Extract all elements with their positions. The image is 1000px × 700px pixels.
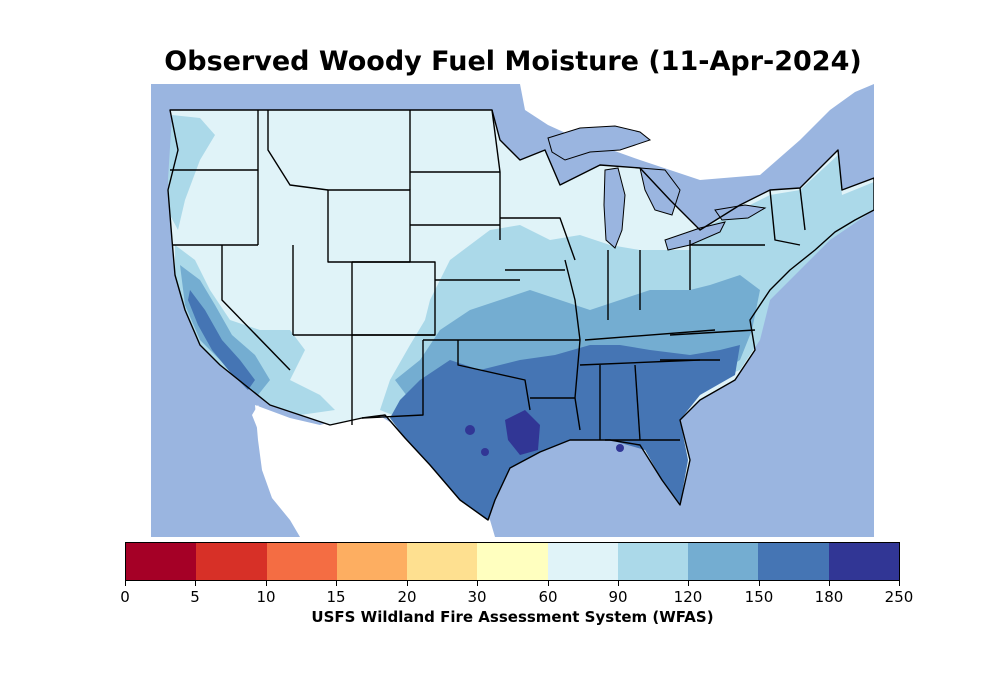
border-nm-tx xyxy=(361,340,424,419)
border-me xyxy=(799,187,806,231)
colorbar-bin xyxy=(547,543,618,580)
zone-180-250 xyxy=(505,410,540,455)
colorbar-bin xyxy=(126,543,197,580)
border-ca-nv xyxy=(221,245,291,371)
lake-michigan xyxy=(603,167,626,249)
colorbar-tick xyxy=(618,581,619,586)
colorbar-tick-label: 90 xyxy=(608,588,628,606)
colorbar-tick-label: 250 xyxy=(884,588,914,606)
mexico-land xyxy=(255,405,495,537)
colorbar-bin xyxy=(828,543,899,580)
border-tn-south xyxy=(579,359,701,366)
canada-land xyxy=(160,84,874,180)
colorbar-tick-label: 15 xyxy=(326,588,346,606)
colorbar-tick xyxy=(899,581,900,586)
colorbar-tick xyxy=(477,581,478,586)
colorbar-tick xyxy=(125,581,126,586)
border-new-england xyxy=(769,189,801,246)
zone-180-250-spot xyxy=(481,448,489,456)
zone-120-150-california xyxy=(180,265,270,395)
colorbar-tick-label: 180 xyxy=(814,588,844,606)
colorbar-bin xyxy=(336,543,408,580)
border-ok-tx xyxy=(457,340,531,411)
border-mn-wi-ia xyxy=(500,217,576,261)
map-title: Observed Woody Fuel Moisture (11-Apr-202… xyxy=(164,46,862,77)
colorbar-tick xyxy=(688,581,689,586)
colorbar-bin xyxy=(196,543,267,580)
colorbar-tick xyxy=(336,581,337,586)
colorbar-tick-label: 60 xyxy=(538,588,558,606)
map-panel xyxy=(151,84,874,537)
colorbar-tick xyxy=(759,581,760,586)
colorbar-bin xyxy=(688,543,759,580)
border-id-mt xyxy=(267,110,329,191)
zone-90-120-pnw xyxy=(168,115,215,230)
colorbar xyxy=(125,542,900,581)
colorbar-tick-label: 120 xyxy=(673,588,703,606)
border-va-nc xyxy=(669,329,756,336)
colorbar-tick xyxy=(548,581,549,586)
map-svg xyxy=(151,84,874,537)
colorbar-bin xyxy=(407,543,478,580)
colorbar-tick-label: 30 xyxy=(467,588,487,606)
state-borders xyxy=(167,109,874,521)
colorbar-tick-label: 5 xyxy=(190,588,200,606)
zone-150-180 xyxy=(390,345,740,520)
colorbar-bin xyxy=(477,543,548,580)
colorbar-tick-label: 150 xyxy=(744,588,774,606)
border-ms-river xyxy=(564,259,581,431)
baja-peninsula xyxy=(252,405,330,537)
border-al-ga xyxy=(634,364,641,441)
lake-erie xyxy=(664,221,726,251)
lake-superior xyxy=(547,125,652,161)
colorbar-tick-label: 0 xyxy=(120,588,130,606)
colorbar-tick xyxy=(266,581,267,586)
zone-150-180-california xyxy=(188,290,255,390)
lake-huron xyxy=(639,167,681,216)
colorbar-tick xyxy=(829,581,830,586)
border-ky-tn xyxy=(584,329,716,341)
lake-ontario xyxy=(714,204,767,221)
zone-90-120-west-coast xyxy=(175,245,335,415)
colorbar-bin xyxy=(617,543,689,580)
colorbar-tick xyxy=(195,581,196,586)
conus-outline xyxy=(167,109,874,521)
zone-180-250-spot xyxy=(465,425,475,435)
colorbar-tick xyxy=(407,581,408,586)
colorbar-tick-label: 10 xyxy=(256,588,276,606)
colorbar-caption: USFS Wildland Fire Assessment System (WF… xyxy=(311,608,714,626)
colorbar-bin xyxy=(758,543,829,580)
zone-180-250-spot xyxy=(616,444,624,452)
colorbar-tick-label: 20 xyxy=(397,588,417,606)
colorbar-bin xyxy=(266,543,337,580)
